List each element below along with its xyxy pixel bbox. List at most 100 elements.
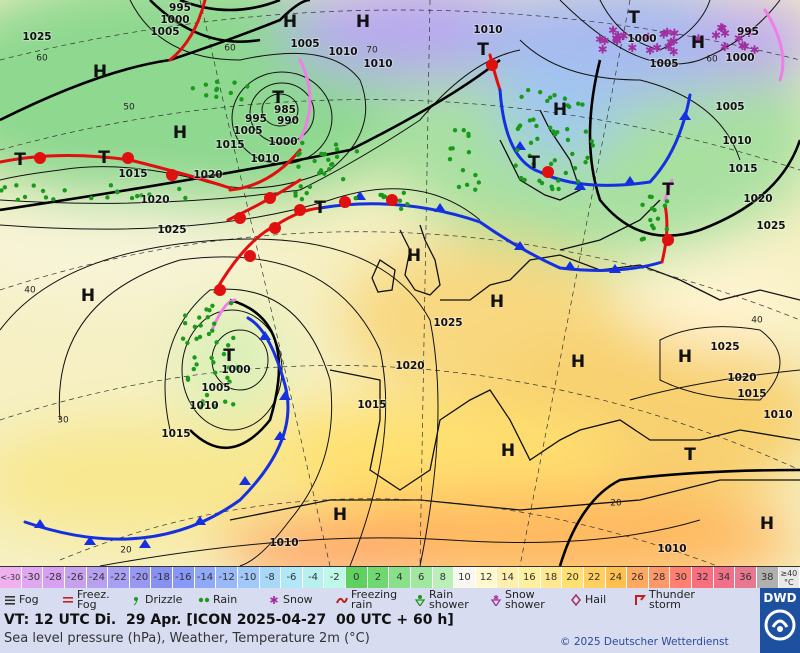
isobar-label: 1000	[268, 136, 297, 148]
rain-symbol	[312, 158, 317, 164]
scale-cell: 24	[605, 567, 628, 588]
rain-symbol	[200, 399, 205, 404]
rain-symbol	[304, 190, 309, 196]
rain-symbol	[225, 375, 230, 381]
latitude-label: 60	[706, 55, 718, 65]
rain-symbol	[575, 179, 581, 184]
scale-cell: -30	[21, 567, 44, 588]
isobar-label: 1020	[727, 372, 756, 384]
description: Sea level pressure (hPa), Weather, Tempe…	[4, 631, 370, 646]
cold-front-symbol	[574, 181, 586, 190]
rain-symbol	[296, 164, 301, 169]
snow-symbol: ✱	[643, 31, 653, 45]
rain-symbol	[221, 351, 227, 357]
legend-item: Freezing rain	[332, 589, 410, 610]
scale-cell: 0	[346, 567, 368, 588]
scale-cell: 12	[475, 567, 498, 588]
legend-item: Thunder storm	[630, 589, 716, 610]
legend-label: Fog	[19, 593, 39, 606]
rain-symbol	[550, 186, 555, 192]
cold-front-symbol	[279, 391, 291, 400]
rain-symbol	[447, 157, 453, 162]
warm-front-symbol	[269, 222, 281, 234]
rain-symbol	[640, 202, 645, 207]
pressure-center: H	[93, 62, 107, 82]
rain-symbol	[460, 168, 466, 173]
warm-front-symbol	[244, 250, 256, 262]
rain-symbol	[232, 80, 237, 85]
legend-label: Freez. Fog	[77, 588, 110, 611]
rain-symbol	[197, 334, 203, 340]
rain-symbol	[552, 132, 558, 137]
rain-symbol	[194, 362, 199, 367]
rain-symbol	[527, 118, 533, 123]
scale-cell: 10	[454, 567, 476, 588]
latitude-label: 60	[36, 54, 48, 64]
legend-icon: ✱	[490, 594, 502, 606]
scale-cell: -4	[302, 567, 325, 588]
rain-symbol	[333, 142, 339, 147]
rain-symbol	[651, 226, 656, 231]
warm-front-symbol	[339, 196, 351, 208]
rain-symbol	[214, 94, 219, 99]
rain-symbol	[0, 188, 4, 193]
isobar-label: 1005	[715, 101, 744, 113]
cold-front-symbol	[34, 519, 46, 528]
latitude-label: 20	[610, 499, 622, 509]
pressure-center: T	[477, 40, 489, 60]
legend-item: Rain shower	[410, 589, 486, 610]
weather-symbols: ✱ ✱✱✱✱✱ ✱✱✱ ✱✱✱✱✱✱✱✱✱✱✱ ✱✱ ✱✱ ✱✱✱✱✱✱✱	[0, 21, 760, 410]
legend-icon	[414, 595, 426, 606]
rain-symbol	[515, 147, 520, 153]
rain-symbol	[194, 336, 199, 341]
rain-symbol	[231, 335, 236, 341]
pressure-center: T	[314, 198, 326, 218]
footer: Fog Freez. Fog Drizzle Rain ✱ Snow Freezing ra…	[0, 588, 800, 653]
rain-symbol	[185, 340, 190, 346]
isobar-label: 1010	[269, 537, 298, 549]
legend-icon	[635, 595, 646, 605]
scale-cell: 2	[367, 567, 390, 588]
pressure-center: H	[678, 347, 692, 367]
legend-icon	[198, 597, 210, 603]
isobar-label: 995	[245, 113, 267, 125]
isobar-label: 1025	[157, 224, 186, 236]
rain-symbol	[182, 320, 188, 326]
rain-symbol	[531, 161, 536, 167]
rain-symbol	[177, 186, 182, 192]
rain-symbol	[563, 170, 569, 176]
rain-symbol	[522, 177, 527, 183]
warm-front-symbol	[662, 234, 674, 246]
rain-symbol	[519, 94, 524, 100]
snow-symbol: ✱	[662, 26, 672, 40]
rain-symbol	[31, 183, 36, 188]
rain-symbol	[515, 126, 521, 132]
latitude-label: 20	[120, 546, 132, 556]
scale-cell: 26	[627, 567, 649, 588]
rain-symbol	[585, 155, 590, 160]
rain-symbol	[22, 194, 28, 200]
weather-map: ✱ ✱✱✱✱✱ ✱✱✱ ✱✱✱✱✱✱✱✱✱✱✱ ✱✱ ✱✱ ✱✱✱✱✱✱✱ 10259951…	[0, 0, 800, 566]
legend-item: Freez. Fog	[58, 588, 126, 611]
scale-cell: -22	[108, 567, 130, 588]
rain-symbol	[555, 178, 561, 183]
warm-front-symbol	[386, 194, 398, 206]
rain-symbol	[180, 336, 186, 341]
rain-symbol	[228, 300, 234, 306]
cold-front-symbol	[514, 141, 526, 150]
scale-cell: 28	[648, 567, 671, 588]
pressure-center: T	[14, 150, 26, 170]
weather-legend: Fog Freez. Fog Drizzle Rain ✱ Snow Freezing ra…	[0, 588, 760, 612]
map-labels: 1025995100510001005101010109859909951005…	[14, 1, 793, 556]
pressure-center: T	[272, 88, 284, 108]
rain-symbol	[185, 375, 191, 381]
rain-symbol	[204, 392, 210, 398]
rain-symbol	[662, 203, 668, 208]
rain-symbol	[228, 90, 234, 96]
cold-front-symbol	[679, 111, 691, 120]
rain-symbol	[531, 117, 536, 122]
isobar-label: 995	[737, 26, 759, 38]
rain-symbol	[466, 131, 471, 136]
legend-label: Snow	[283, 593, 313, 606]
